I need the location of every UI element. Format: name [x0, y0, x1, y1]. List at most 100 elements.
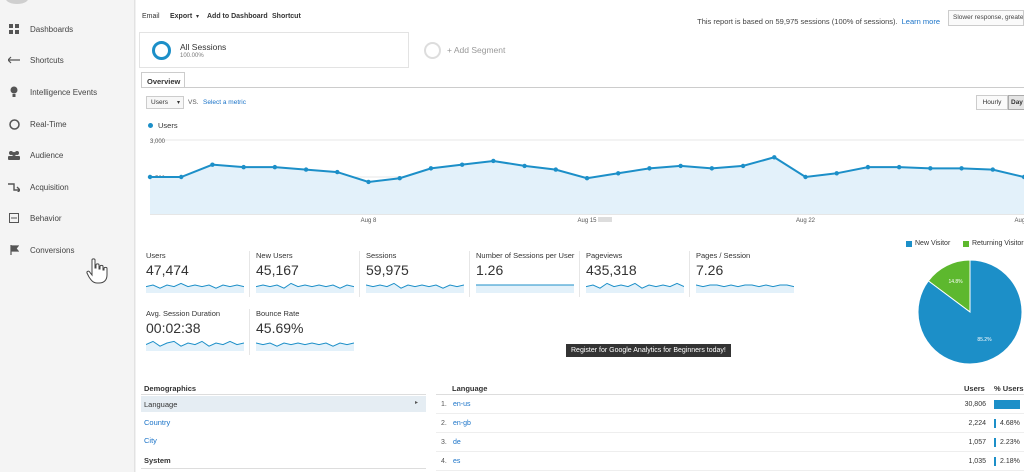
sparkline [256, 282, 354, 293]
demographics-country[interactable]: Country [144, 418, 171, 427]
select-metric-link[interactable]: Select a metric [203, 99, 246, 106]
data-point[interactable] [865, 164, 871, 170]
data-point[interactable] [272, 164, 278, 170]
data-point[interactable] [709, 166, 715, 171]
divider [436, 394, 1024, 395]
pie-legend-label: New Visitor [915, 240, 951, 247]
pie-slice[interactable] [917, 259, 1023, 365]
sampling-select[interactable]: Slower response, greater [948, 10, 1024, 26]
data-point[interactable] [335, 169, 340, 175]
lightbulb-icon [8, 86, 20, 98]
hourly-button[interactable]: Hourly [976, 95, 1008, 110]
sidebar-item-label: Conversions [30, 245, 75, 255]
segment-all-sessions[interactable]: All Sessions 100.00% [139, 32, 409, 68]
acquisition-icon [8, 181, 20, 193]
data-point[interactable] [491, 158, 496, 164]
pie-legend-new: New Visitor [906, 240, 950, 247]
metric-select[interactable]: Users ▾ [146, 96, 184, 109]
demographics-city[interactable]: City [144, 436, 157, 445]
data-point[interactable] [553, 167, 558, 172]
scorecard-divider [249, 251, 250, 297]
data-point[interactable] [896, 164, 902, 170]
sidebar-item-shortcuts[interactable]: Shortcuts [0, 49, 135, 71]
data-point[interactable] [647, 166, 652, 171]
hand-cursor-icon [86, 258, 108, 284]
scorecard-divider [469, 251, 470, 297]
data-point[interactable] [179, 174, 184, 180]
scorecard-label: Bounce Rate [256, 309, 300, 318]
data-point[interactable] [834, 171, 839, 176]
scorecard-label: Avg. Session Duration [146, 309, 221, 318]
series-area [150, 157, 1024, 214]
legend-label: Users [158, 121, 178, 130]
data-point[interactable] [397, 176, 402, 181]
data-point[interactable] [959, 166, 964, 171]
data-point[interactable] [928, 166, 933, 171]
email-link[interactable]: Email [142, 13, 160, 20]
segment-ring-icon [152, 41, 171, 60]
data-point[interactable] [459, 162, 465, 167]
shortcut-button[interactable]: Shortcut [272, 13, 301, 20]
pie-legend-returning: Returning Visitor [963, 240, 1024, 247]
export-button[interactable]: Export [170, 13, 193, 20]
language-link[interactable]: en-gb [453, 420, 471, 427]
data-point[interactable] [366, 179, 371, 185]
data-point[interactable] [772, 155, 777, 160]
pie-slice-label: 85.2% [977, 337, 992, 343]
sidebar-item-label: Intelligence Events [30, 87, 98, 97]
chart-scroll-handle[interactable] [598, 217, 612, 222]
sidebar-item-dashboards[interactable]: Dashboards [0, 18, 135, 40]
scorecard[interactable]: Pageviews 435,318 [586, 251, 690, 301]
tab-divider [141, 87, 1024, 88]
table-row: 2. en-gb 2,224 4.68% [436, 415, 1024, 433]
row-pct: 4.68% [1000, 420, 1020, 427]
data-point[interactable] [740, 163, 746, 169]
sidebar-item-intelligence-events[interactable]: Intelligence Events [0, 81, 135, 103]
row-users: 30,806 [964, 401, 986, 408]
scorecard[interactable]: Pages / Session 7.26 [696, 251, 800, 301]
language-link[interactable]: de [453, 439, 461, 446]
pie-legend-label: Returning Visitor [972, 240, 1024, 247]
scorecard-value: 45,167 [256, 262, 299, 278]
sidebar-item-audience[interactable]: Audience [0, 144, 135, 166]
scorecard[interactable]: Users 47,474 [146, 251, 250, 301]
pie-slice[interactable] [927, 259, 971, 313]
data-point[interactable] [303, 167, 309, 172]
day-button[interactable]: Day [1008, 95, 1024, 110]
data-point[interactable] [241, 164, 246, 170]
tab-overview[interactable]: Overview [141, 72, 185, 88]
sidebar-item-label: Dashboards [30, 24, 74, 34]
scorecard[interactable]: Avg. Session Duration 00:02:38 [146, 309, 250, 359]
row-index: 1. [441, 401, 447, 408]
chevron-down-icon: ▾ [176, 100, 180, 106]
demographics-header: Demographics [144, 384, 197, 393]
language-link[interactable]: en-us [453, 401, 471, 408]
scorecard[interactable]: Sessions 59,975 [366, 251, 470, 301]
data-point[interactable] [990, 167, 995, 172]
data-point[interactable] [803, 174, 808, 180]
sidebar-item-acquisition[interactable]: Acquisition [0, 176, 135, 198]
vs-label: VS. [188, 99, 199, 106]
data-point[interactable] [428, 166, 434, 171]
data-point[interactable] [522, 163, 527, 169]
sidebar-item-behavior[interactable]: Behavior [0, 207, 135, 229]
learn-more-link[interactable]: Learn more [901, 17, 940, 26]
sidebar-item-real-time[interactable]: Real-Time [0, 113, 135, 135]
add-segment-button[interactable]: + Add Segment [424, 40, 505, 60]
pie-slice-label: 14.8% [948, 279, 963, 285]
add-to-dashboard-button[interactable]: Add to Dashboard [207, 13, 268, 20]
scorecard[interactable]: Number of Sessions per User 1.26 [476, 251, 580, 301]
language-link[interactable]: es [453, 458, 461, 465]
scorecard[interactable]: New Users 45,167 [256, 251, 360, 301]
x-tick-label: Aug 15 [577, 218, 597, 224]
demographics-language[interactable]: Language ▸ [141, 396, 426, 412]
data-point[interactable] [584, 176, 590, 181]
promo-tooltip: Register for Google Analytics for Beginn… [566, 344, 731, 357]
data-point[interactable] [1021, 174, 1024, 180]
data-point[interactable] [147, 174, 153, 180]
data-point[interactable] [210, 162, 215, 167]
scorecard[interactable]: Bounce Rate 45.69% [256, 309, 360, 359]
data-point[interactable] [678, 163, 683, 169]
sidebar-item-conversions[interactable]: Conversions [0, 239, 135, 261]
data-point[interactable] [616, 171, 621, 176]
